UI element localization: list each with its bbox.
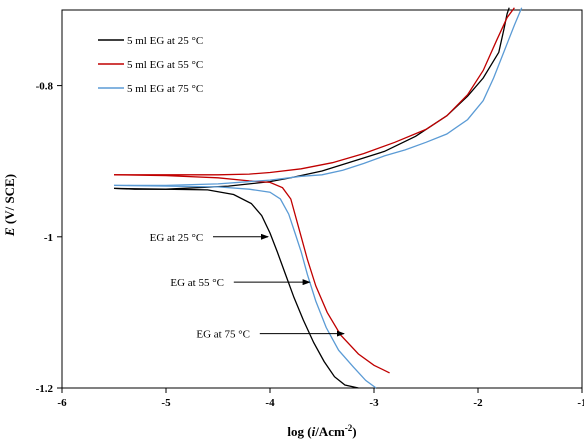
annotation-label-2: EG at 55 °C: [170, 277, 224, 289]
axis-ticks: -6 -5 -4 -3 -2 -1 -1.2 -1 -0.8: [36, 81, 584, 409]
series-cathodic-line-2: [113, 174, 390, 374]
x-tick-label: -5: [161, 397, 171, 409]
x-axis-label: log (i/Acm-2): [287, 423, 356, 439]
legend-label-3: 5 ml EG at 75 °C: [127, 83, 203, 95]
x-tick-label: -6: [57, 397, 67, 409]
series-cathodic-line-1: [113, 187, 359, 389]
x-tick-label: -3: [369, 397, 379, 409]
series-cathodic-line-3: [113, 184, 377, 389]
legend-label-2: 5 ml EG at 55 °C: [127, 59, 203, 71]
annotation-label-3: EG at 75 °C: [196, 329, 250, 341]
series-anodic-line-3: [114, 7, 523, 187]
y-tick-label: -0.8: [36, 81, 54, 93]
legend: 5 ml EG at 25 °C 5 ml EG at 55 °C 5 ml EG …: [98, 35, 203, 95]
y-tick-label: -1.2: [36, 383, 54, 395]
series-anodic-line-1: [113, 7, 510, 190]
legend-label-1: 5 ml EG at 25 °C: [127, 35, 203, 47]
series-group: [113, 7, 523, 389]
annotations-group: EG at 25 °C EG at 55 °C EG at 75 °C: [150, 232, 345, 341]
x-tick-label: -1: [577, 397, 584, 409]
x-tick-label: -2: [473, 397, 483, 409]
annotation-label-1: EG at 25 °C: [150, 232, 204, 244]
x-tick-label: -4: [265, 397, 275, 409]
y-axis-label: E (V/ SCE): [2, 174, 17, 237]
series-anodic-line-2: [114, 7, 515, 176]
y-tick-label: -1: [44, 232, 53, 244]
plot-frame: [61, 9, 583, 389]
